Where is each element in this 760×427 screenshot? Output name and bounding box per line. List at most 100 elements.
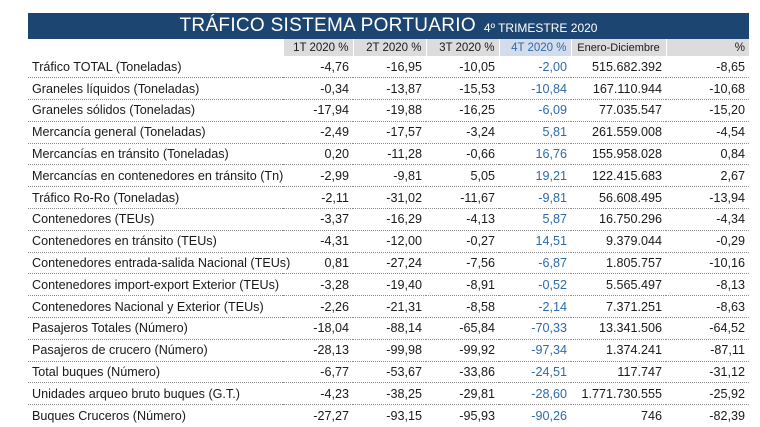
cell-q2-percent: -17,57	[353, 121, 426, 144]
cell-q1-percent: -2,99	[283, 164, 353, 188]
cell-q4-percent: -6,09	[499, 99, 571, 122]
table-subtitle: 4º TRIMESTRE 2020	[483, 21, 598, 35]
cell-row-label: Mercancías en tránsito (Toneladas)	[28, 143, 283, 166]
table-row: Contenedores import-export Exterior (TEU…	[28, 273, 749, 297]
table-row: Graneles líquidos (Toneladas) -0,34 -13,87…	[28, 77, 749, 101]
cell-year-total: 77.035.547	[571, 99, 666, 122]
cell-q3-percent: 5,05	[426, 164, 499, 188]
cell-q2-percent: -99,98	[353, 339, 426, 362]
header-row: 1T 2020 % 2T 2020 % 3T 2020 % 4T 2020 % …	[28, 39, 749, 56]
cell-q2-percent: -16,29	[353, 208, 426, 231]
cell-q3-percent: -16,25	[426, 99, 499, 122]
cell-q1-percent: -18,04	[283, 317, 353, 340]
header-cell-label	[28, 39, 283, 56]
cell-q3-percent: -0,66	[426, 143, 499, 166]
cell-q4-percent: -10,84	[499, 77, 571, 101]
cell-q2-percent: -19,88	[353, 99, 426, 122]
cell-year-percent: -31,12	[666, 361, 749, 384]
cell-q2-percent: -21,31	[353, 295, 426, 319]
cell-year-percent: -87,11	[666, 339, 749, 362]
cell-q4-percent: -28,60	[499, 382, 571, 406]
cell-q2-percent: -27,24	[353, 252, 426, 275]
cell-year-total: 261.559.008	[571, 121, 666, 144]
cell-year-percent: -0,29	[666, 230, 749, 253]
cell-q2-percent: -31,02	[353, 186, 426, 210]
cell-q2-percent: -38,25	[353, 382, 426, 406]
cell-q1-percent: -4,23	[283, 382, 353, 406]
cell-row-label: Tráfico Ro-Ro (Toneladas)	[28, 186, 283, 210]
cell-year-percent: -82,39	[709, 408, 745, 423]
cell-q4-percent: -90,26	[531, 408, 567, 423]
cell-year-percent: 2,67	[666, 164, 749, 188]
cell-row-label: Contenedores (TEUs)	[28, 208, 283, 231]
cell-year-percent: -13,94	[666, 186, 749, 210]
cell-q3-percent: -15,53	[426, 77, 499, 101]
cell-q1-percent: -2,26	[283, 295, 353, 319]
cell-year-percent: -4,54	[666, 121, 749, 144]
cell-q1-percent: -0,34	[283, 77, 353, 101]
cell-year-percent: -8,63	[666, 295, 749, 319]
cell-row-label: Graneles líquidos (Toneladas)	[28, 77, 283, 101]
cell-row-label: Tráfico TOTAL (Toneladas)	[28, 56, 283, 79]
cell-row-label: Mercancía general (Toneladas)	[28, 121, 283, 144]
cell-year-total: 13.341.506	[571, 317, 666, 340]
cell-row-label: Buques Cruceros (Número)	[32, 408, 186, 423]
cell-q3-percent: -8,91	[426, 273, 499, 297]
table-row: Contenedores en tránsito (TEUs) -4,31 -12,…	[28, 230, 749, 253]
cell-year-total: 167.110.944	[571, 77, 666, 101]
cell-q1-percent: -17,94	[283, 99, 353, 122]
cell-q2-percent: -16,95	[353, 56, 426, 79]
cell-q1-percent: -2,49	[283, 121, 353, 144]
cell-row-label: Contenedores Nacional y Exterior (TEUs)	[28, 295, 283, 319]
table-row: Pasajeros de crucero (Número) -28,13 -99,9…	[28, 339, 749, 362]
table-row: Mercancía general (Toneladas) -2,49 -17,57…	[28, 121, 749, 144]
header-cell-q4: 4T 2020 %	[498, 39, 571, 56]
cell-q2-percent: -19,40	[353, 273, 426, 297]
cell-q1-percent: -2,11	[283, 186, 353, 210]
cell-q3-percent: -29,81	[426, 382, 499, 406]
cell-q2-percent: -93,15	[386, 408, 422, 423]
cell-q3-percent: -7,56	[426, 252, 499, 275]
cell-q4-percent: 16,76	[499, 143, 571, 166]
cell-q4-percent: -0,52	[499, 273, 571, 297]
cell-q4-percent: -2,00	[499, 56, 571, 79]
port-traffic-table-container: TRÁFICO SISTEMA PORTUARIO 4º TRIMESTRE 2…	[28, 13, 749, 427]
cell-q1-percent: -3,28	[283, 273, 353, 297]
table-row: Buques Cruceros (Número) -27,27 -93,15 -95,…	[28, 405, 749, 427]
cell-q4-percent: -2,14	[499, 295, 571, 319]
cell-row-label: Pasajeros Totales (Número)	[28, 317, 283, 340]
cell-row-label: Contenedores import-export Exterior (TEU…	[28, 273, 283, 297]
cell-year-total: 122.415.683	[571, 164, 666, 188]
cell-year-percent: -4,34	[666, 208, 749, 231]
cell-row-label: Pasajeros de crucero (Número)	[28, 339, 283, 362]
cell-q3-percent: -3,24	[426, 121, 499, 144]
cell-q4-percent: 19,21	[499, 164, 571, 188]
cell-year-percent: -8,13	[666, 273, 749, 297]
cell-year-total: 5.565.497	[571, 273, 666, 297]
cell-year-percent: -10,68	[666, 77, 749, 101]
cell-q1-percent: -6,77	[283, 361, 353, 384]
cell-q3-percent: -33,86	[426, 361, 499, 384]
cell-q1-percent: -27,27	[313, 408, 349, 423]
cell-q3-percent: -65,84	[426, 317, 499, 340]
cell-q3-percent: -99,92	[426, 339, 499, 362]
cell-q1-percent: 0,81	[283, 252, 353, 275]
port-traffic-table: 1T 2020 % 2T 2020 % 3T 2020 % 4T 2020 % …	[28, 39, 749, 427]
cell-year-percent: -64,52	[666, 317, 749, 340]
table-row: Tráfico TOTAL (Toneladas) -4,76 -16,95 -10,…	[28, 56, 749, 79]
cell-q2-percent: -12,00	[353, 230, 426, 253]
cell-year-total: 16.750.296	[571, 208, 666, 231]
table-title: TRÁFICO SISTEMA PORTUARIO	[179, 15, 476, 36]
header-cell-q2: 2T 2020 %	[352, 39, 426, 56]
cell-q4-percent: -6,87	[499, 252, 571, 275]
cell-row-label: Graneles sólidos (Toneladas)	[28, 99, 283, 122]
cell-year-percent: -8,65	[666, 56, 749, 79]
cell-year-total: 117.747	[571, 361, 666, 384]
cell-year-percent: -25,92	[666, 382, 749, 406]
cell-q4-percent: 5,81	[499, 121, 571, 144]
cell-year-total: 515.682.392	[571, 56, 666, 79]
cell-q4-percent: -97,34	[499, 339, 571, 362]
cell-q4-percent: -24,51	[499, 361, 571, 384]
cell-q3-percent: -0,27	[426, 230, 499, 253]
cell-q2-percent: -9,81	[353, 164, 426, 188]
